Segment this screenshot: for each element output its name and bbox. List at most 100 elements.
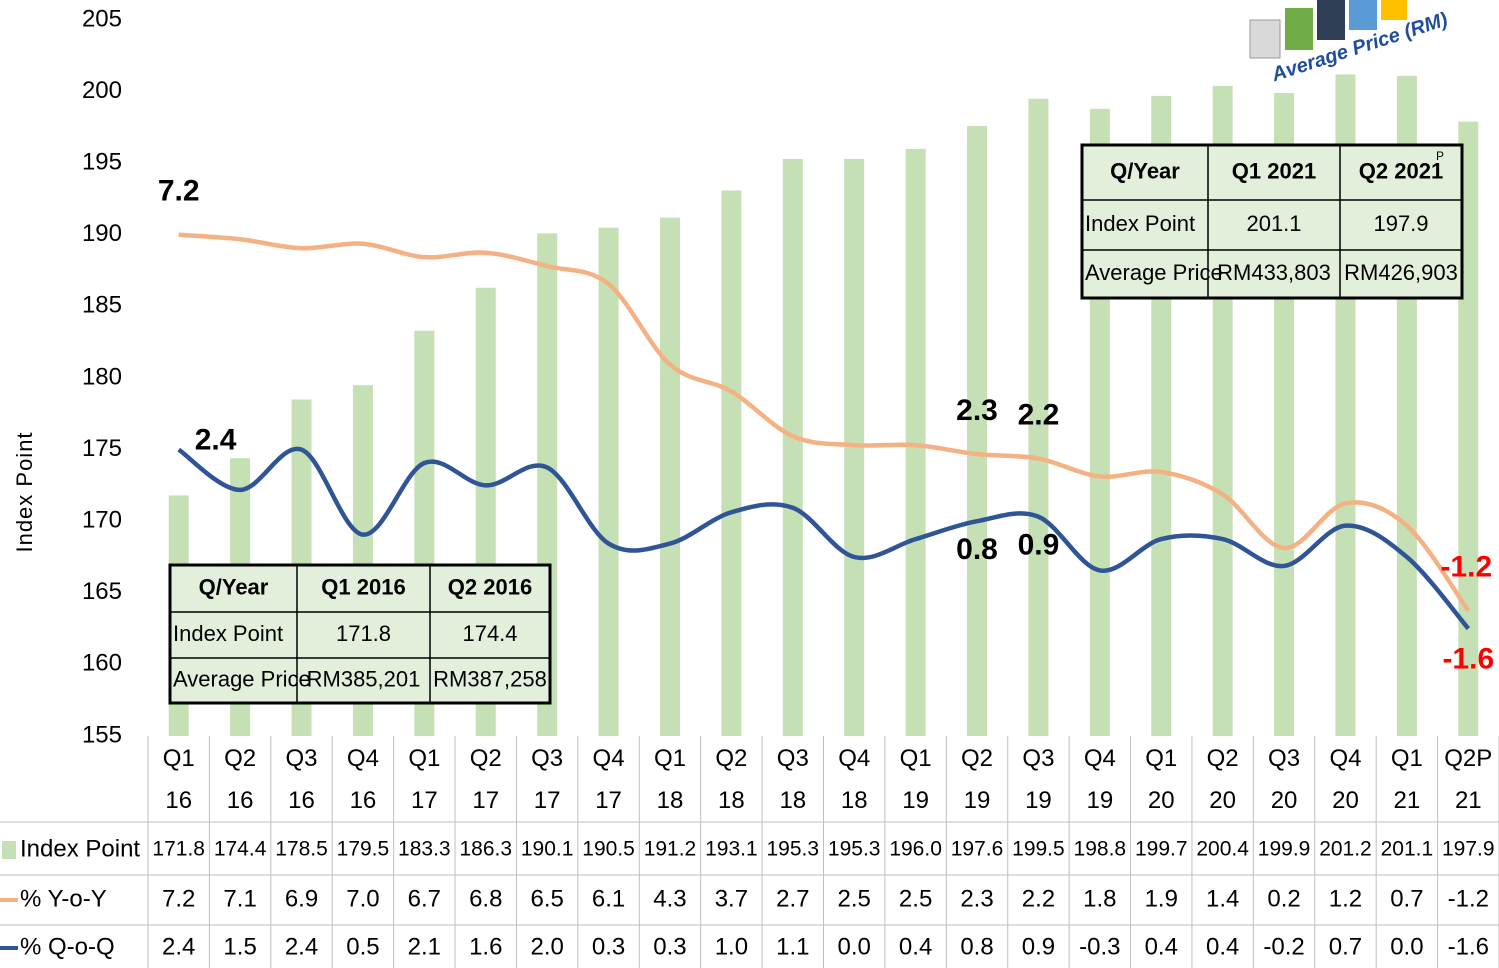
x-tick-year: 20 <box>1209 787 1236 814</box>
table-cell: 0.2 <box>1267 885 1300 912</box>
table-cell: 183.3 <box>398 838 451 861</box>
table-cell: 1.1 <box>776 933 809 960</box>
table-cell: 193.1 <box>705 838 758 861</box>
table-cell: 6.9 <box>285 885 318 912</box>
table-cell: 0.8 <box>960 933 993 960</box>
y-tick-label: 200 <box>82 77 122 104</box>
data-label: -1.6 <box>1442 643 1494 676</box>
inset-header: Q1 2016 <box>321 574 405 599</box>
inset-cell: RM433,803 <box>1217 260 1331 285</box>
table-cell: 195.3 <box>767 838 820 861</box>
logo-box <box>1317 0 1345 40</box>
inset-header: Q2 2016 <box>448 574 532 599</box>
x-tick-quarter: Q2 <box>1207 745 1239 772</box>
table-cell: 190.5 <box>582 838 635 861</box>
x-tick-quarter: Q1 <box>1145 745 1177 772</box>
table-cell: 195.3 <box>828 838 881 861</box>
table-cell: 0.3 <box>592 933 625 960</box>
table-cell: 6.5 <box>530 885 563 912</box>
data-label: 2.4 <box>195 424 237 457</box>
table-cell: 2.1 <box>408 933 441 960</box>
table-cell: 1.9 <box>1145 885 1178 912</box>
table-cell: 171.8 <box>152 838 205 861</box>
table-cell: 201.1 <box>1381 838 1434 861</box>
table-cell: 186.3 <box>459 838 512 861</box>
table-cell: 174.4 <box>214 838 267 861</box>
logo-box <box>1285 8 1313 50</box>
table-cell: 2.3 <box>960 885 993 912</box>
x-tick-quarter: Q4 <box>347 745 379 772</box>
bar <box>599 228 619 736</box>
inset-header: Q1 2021 <box>1232 158 1316 183</box>
x-tick-year: 21 <box>1455 787 1482 814</box>
inset-cell: RM385,201 <box>307 666 421 691</box>
x-tick-year: 18 <box>657 787 684 814</box>
table-cell: 178.5 <box>275 838 328 861</box>
x-tick-quarter: Q2 <box>470 745 502 772</box>
table-cell: 0.4 <box>1145 933 1178 960</box>
x-tick-label: Q317 <box>531 745 563 814</box>
inset-cell: RM387,258 <box>433 666 547 691</box>
table-cell: 2.4 <box>162 933 195 960</box>
inset-cell: Index Point <box>173 621 283 646</box>
y-tick-label: 170 <box>82 507 122 534</box>
table-cell: -0.2 <box>1263 933 1304 960</box>
table-cell: 2.7 <box>776 885 809 912</box>
x-tick-year: 16 <box>165 787 192 814</box>
bar <box>906 149 926 736</box>
data-label: 0.8 <box>956 533 998 566</box>
x-tick-quarter: Q1 <box>900 745 932 772</box>
data-label: -1.2 <box>1440 551 1492 584</box>
y-tick-label: 205 <box>82 5 122 32</box>
table-cell: 201.2 <box>1319 838 1372 861</box>
x-tick-label: Q319 <box>1022 745 1054 814</box>
x-tick-quarter: Q3 <box>1268 745 1300 772</box>
x-tick-year: 18 <box>841 787 868 814</box>
table-cell: 6.7 <box>408 885 441 912</box>
x-tick-quarter: Q2 <box>715 745 747 772</box>
table-cell: 7.1 <box>223 885 256 912</box>
chart: Index Point Average Price (RM) 155160165… <box>0 0 1499 968</box>
data-label: 2.2 <box>1018 398 1060 431</box>
x-tick-quarter: Q4 <box>593 745 625 772</box>
table-cell: 6.1 <box>592 885 625 912</box>
table-cell: 1.6 <box>469 933 502 960</box>
table-cell: 190.1 <box>521 838 574 861</box>
table-cell: 1.2 <box>1329 885 1362 912</box>
table-cell: 179.5 <box>337 838 390 861</box>
x-tick-quarter: Q1 <box>408 745 440 772</box>
x-tick-label: Q118 <box>654 745 686 814</box>
data-label: 2.3 <box>956 394 998 427</box>
table-cell: 6.8 <box>469 885 502 912</box>
y-tick-label: 185 <box>82 292 122 319</box>
inset-cell: 171.8 <box>336 621 391 646</box>
x-tick-year: 21 <box>1394 787 1421 814</box>
data-label: 7.2 <box>158 175 200 208</box>
table-cell: 199.5 <box>1012 838 1065 861</box>
inset-header: Q2 2021 <box>1359 158 1443 183</box>
inset-header: Q/Year <box>199 574 269 599</box>
x-tick-year: 16 <box>227 787 254 814</box>
inset-cell: Average Price <box>173 666 311 691</box>
table-cell: -0.3 <box>1079 933 1120 960</box>
x-tick-quarter: Q2 <box>961 745 993 772</box>
inset-cell: Index Point <box>1085 211 1195 236</box>
x-tick-year: 18 <box>779 787 806 814</box>
y-tick-label: 195 <box>82 149 122 176</box>
y-tick-label: 190 <box>82 220 122 247</box>
inset-table: Q/YearQ1 2021Q2 2021Index Point201.1197.… <box>1082 145 1462 298</box>
table-cell: 2.4 <box>285 933 318 960</box>
table-cell: 197.6 <box>951 838 1004 861</box>
table-cell: 1.8 <box>1083 885 1116 912</box>
inset-sup: P <box>1436 149 1444 163</box>
x-tick-label: Q116 <box>163 745 195 814</box>
table-cell: 7.0 <box>346 885 379 912</box>
x-tick-label: Q316 <box>286 745 318 814</box>
x-tick-quarter: Q4 <box>838 745 870 772</box>
x-tick-quarter: Q4 <box>1329 745 1361 772</box>
bar <box>721 190 741 736</box>
